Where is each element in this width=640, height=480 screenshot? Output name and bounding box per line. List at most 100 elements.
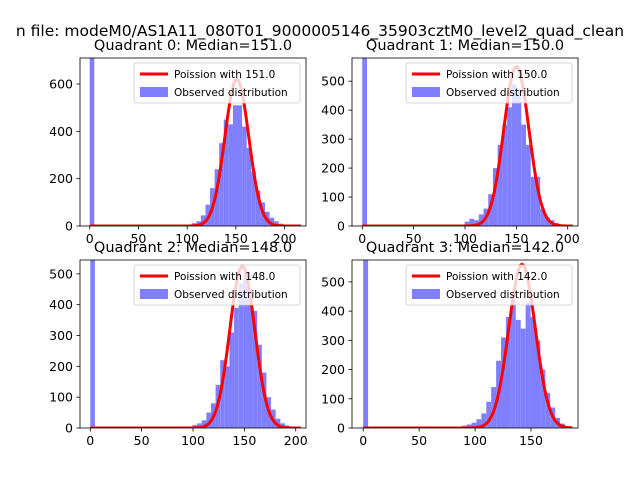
y-tick-label: 0	[337, 219, 345, 234]
histogram-bar	[206, 412, 211, 428]
histogram-bar	[544, 217, 550, 226]
histogram-bar	[261, 372, 267, 428]
histogram-bar	[535, 340, 541, 428]
histogram-bar	[274, 221, 279, 226]
histogram-bar	[247, 292, 253, 428]
histogram-bar	[530, 176, 536, 226]
axes-frame	[79, 57, 307, 227]
y-tick-label: 200	[321, 161, 345, 176]
y-tick-label: 100	[321, 190, 345, 205]
histogram-bar	[90, 260, 95, 428]
legend-label-poisson: Poission with 151.0	[174, 69, 275, 81]
histogram-bar	[223, 119, 229, 226]
x-tick-label: 150	[504, 231, 528, 246]
subplot-title: Quadrant 2: Median=148.0	[94, 240, 292, 256]
legend-label-observed: Observed distribution	[446, 87, 560, 99]
histogram-bar	[228, 124, 233, 226]
legend-label-observed: Observed distribution	[446, 289, 560, 301]
legend-frame	[133, 264, 301, 306]
x-tick-label: 100	[463, 433, 487, 448]
histogram-bar	[520, 328, 526, 428]
x-tick-label: 50	[134, 433, 150, 448]
histogram-bar	[481, 413, 487, 428]
histogram-bar	[224, 366, 230, 428]
y-tick-label: 0	[65, 421, 73, 436]
histogram-bar	[540, 208, 545, 226]
histogram-bar	[505, 316, 511, 428]
legend-frame	[133, 62, 301, 104]
legend-label-observed: Observed distribution	[174, 87, 288, 99]
x-tick-label: 0	[359, 433, 367, 448]
histogram-bar	[242, 126, 247, 226]
legend-label-observed: Observed distribution	[174, 289, 288, 301]
histogram-bar	[232, 105, 238, 226]
y-tick-label: 600	[49, 77, 73, 92]
subplot-title: Quadrant 0: Median=151.0	[94, 38, 292, 54]
histogram-bar	[234, 307, 239, 428]
y-tick-label: 400	[49, 297, 73, 312]
y-tick-label: 200	[49, 359, 73, 374]
histogram-bar	[497, 144, 503, 226]
legend: Poission with 142.0 Observed distribution	[405, 264, 573, 306]
histogram-bar	[530, 316, 536, 428]
histogram-bar	[220, 360, 225, 428]
histogram-bar	[471, 422, 477, 428]
x-tick-label: 0	[86, 231, 94, 246]
legend: Poission with 151.0 Observed distribution	[133, 62, 301, 104]
y-tick-label: 300	[321, 132, 345, 147]
histogram-bar	[257, 344, 262, 428]
legend-label-poisson: Poission with 142.0	[446, 271, 547, 283]
axes-frame	[351, 259, 579, 429]
legend-label-poisson: Poission with 148.0	[174, 271, 275, 283]
x-tick-label: 150	[232, 433, 256, 448]
subplot-title: Quadrant 3: Median=142.0	[366, 240, 564, 256]
histogram-bar	[200, 215, 206, 226]
histogram-bar	[214, 169, 220, 226]
legend: Poission with 148.0 Observed distribution	[133, 264, 301, 306]
legend-label-poisson: Poission with 150.0	[446, 69, 547, 81]
y-tick-label: 300	[321, 333, 345, 348]
legend: Poission with 150.0 Observed distribution	[405, 62, 573, 104]
x-tick-label: 0	[358, 231, 366, 246]
histogram-bar	[545, 392, 551, 428]
x-tick-label: 200	[284, 433, 308, 448]
legend-frame	[405, 264, 573, 306]
legend-frame	[405, 62, 573, 104]
subplot-quadrant-2: 0 50 100 150 200 0 100 200 300 400 500 Poission wit…	[49, 240, 308, 448]
x-tick-label: 100	[181, 433, 205, 448]
histogram-bar	[252, 310, 258, 428]
x-tick-label: 150	[224, 231, 248, 246]
histogram-bar	[466, 424, 472, 428]
histogram-bar	[219, 143, 224, 226]
histogram-bar	[237, 105, 243, 226]
y-tick-label: 0	[337, 421, 345, 436]
histogram-bar	[507, 107, 512, 226]
histogram-bar	[229, 332, 235, 428]
histogram-bar	[511, 84, 517, 226]
histogram-bar	[469, 218, 475, 226]
histogram-bar	[486, 401, 492, 428]
subplot-quadrant-0: 0 50 100 150 200 0 200 400 600 Poission with 151.…	[49, 38, 307, 246]
subplot-quadrant-3: 0 50 100 150 0 100 200 300 400 500 Poission with 1…	[321, 240, 579, 448]
histogram-bar	[492, 168, 498, 226]
y-tick-label: 100	[49, 390, 73, 405]
y-tick-label: 400	[321, 304, 345, 319]
legend-patch-swatch	[412, 289, 440, 299]
legend-patch-swatch	[412, 87, 440, 97]
x-tick-label: 50	[406, 231, 422, 246]
x-tick-label: 100	[175, 231, 199, 246]
legend-patch-swatch	[140, 87, 168, 97]
figure-suptitle: n file: modeM0/AS1A11_080T01_9000005146_…	[16, 22, 624, 41]
histogram-bar	[501, 337, 506, 428]
histogram-bar	[201, 420, 207, 428]
x-tick-label: 50	[130, 231, 146, 246]
histogram-bar	[251, 171, 256, 226]
subplot-title: Quadrant 1: Median=150.0	[366, 38, 564, 54]
x-tick-label: 0	[86, 433, 94, 448]
y-tick-label: 500	[321, 274, 345, 289]
subplot-quadrant-1: 0 50 100 150 200 0 100 200 300 400 500 Poission wit…	[321, 38, 580, 246]
histogram-bar	[363, 260, 369, 428]
histogram-bar	[516, 89, 522, 226]
y-tick-label: 500	[49, 266, 73, 281]
